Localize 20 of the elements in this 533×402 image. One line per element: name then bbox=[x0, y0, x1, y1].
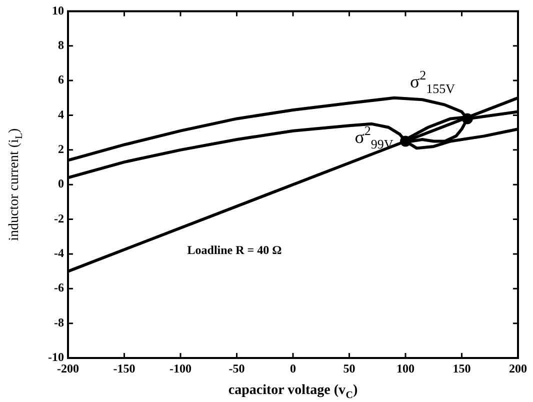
x-tick-label: 150 bbox=[452, 361, 471, 376]
x-tick-label: 0 bbox=[290, 361, 296, 376]
y-tick-label: 4 bbox=[58, 107, 64, 122]
x-tick-label: -50 bbox=[228, 361, 245, 376]
y-tick-label: -6 bbox=[54, 280, 64, 295]
y-tick-label: 8 bbox=[58, 38, 64, 52]
x-tick-label: -150 bbox=[113, 361, 136, 376]
y-tick-label: -2 bbox=[54, 211, 64, 226]
y-tick-label: 0 bbox=[58, 176, 64, 191]
y-tick-label: 2 bbox=[58, 142, 64, 156]
y-tick-label: -8 bbox=[54, 315, 64, 330]
y-axis-title: inductor current (iL) bbox=[7, 128, 26, 241]
y-tick-label: 10 bbox=[52, 3, 64, 18]
y-tick-label: 6 bbox=[58, 72, 64, 87]
x-tick-label: 50 bbox=[343, 361, 356, 376]
x-tick-label: -100 bbox=[170, 361, 192, 376]
y-tick-label: -4 bbox=[54, 246, 64, 260]
annotation: Loadline R = 40 Ω bbox=[187, 242, 282, 257]
x-tick-label: 100 bbox=[396, 361, 414, 376]
x-tick-label: 200 bbox=[509, 361, 527, 376]
